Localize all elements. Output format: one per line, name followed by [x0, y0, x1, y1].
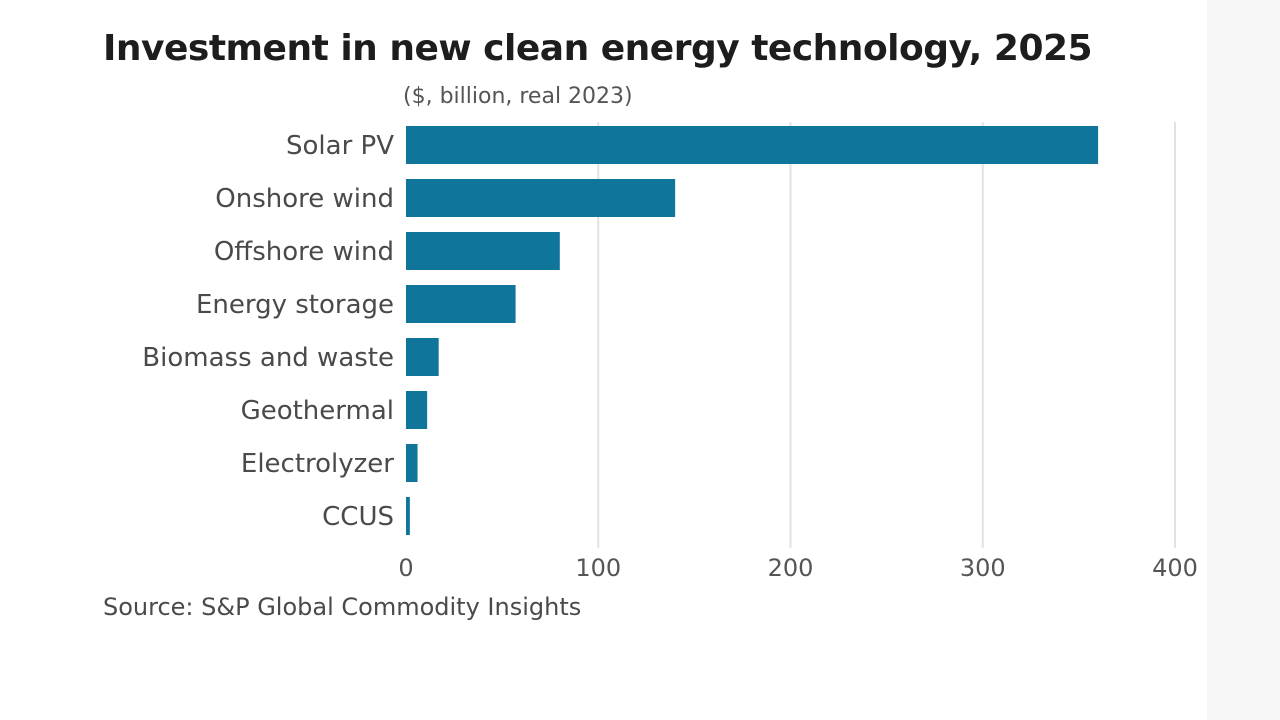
chart-subtitle: ($, billion, real 2023) [403, 84, 633, 109]
bar-electrolyzer [406, 444, 418, 482]
category-label: Solar PV [286, 131, 394, 161]
category-labels: Solar PV Onshore wind Offshore wind Energy … [142, 131, 394, 532]
x-tick-label: 200 [768, 554, 814, 582]
x-tick-labels: 0 100 200 300 400 [398, 554, 1198, 582]
bar-geothermal [406, 391, 428, 429]
category-label: Onshore wind [215, 184, 394, 214]
category-label: Electrolyzer [241, 449, 394, 479]
bar-onshore-wind [406, 179, 676, 217]
category-label: Energy storage [196, 290, 394, 320]
x-tick-label: 0 [398, 554, 413, 582]
gridlines [597, 122, 1176, 548]
right-edge-strip [1207, 0, 1280, 720]
category-label: Biomass and waste [142, 343, 394, 373]
bar-offshore-wind [406, 232, 560, 270]
category-label: CCUS [322, 502, 394, 532]
category-label: Geothermal [241, 396, 394, 426]
x-tick-label: 300 [960, 554, 1006, 582]
chart-title: Investment in new clean energy technolog… [103, 28, 1093, 69]
bar-energy-storage [406, 285, 516, 323]
x-tick-label: 100 [575, 554, 621, 582]
bar-biomass-and-waste [406, 338, 439, 376]
category-label: Offshore wind [214, 237, 394, 267]
x-tick-label: 400 [1152, 554, 1198, 582]
bar-ccus [406, 497, 410, 535]
chart-source: Source: S&P Global Commodity Insights [103, 593, 582, 621]
bar-solar-pv [406, 126, 1099, 164]
bars [406, 126, 1099, 535]
